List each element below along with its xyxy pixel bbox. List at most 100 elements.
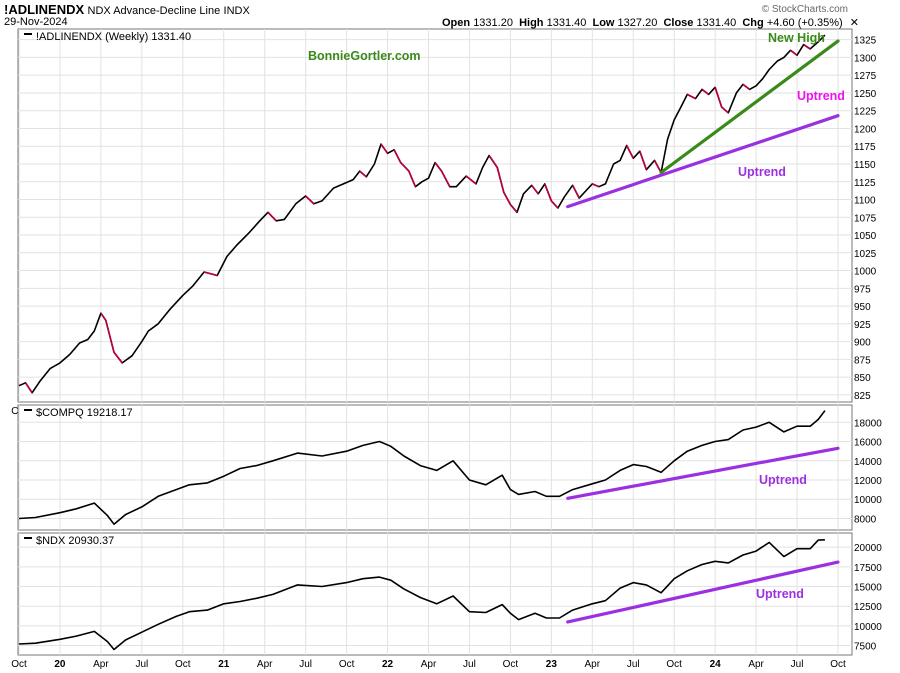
open-label: Open — [442, 17, 471, 29]
stockcharts-watermark: © StockCharts.com — [761, 4, 848, 15]
legend-swatch — [24, 409, 32, 411]
down-segment — [544, 183, 553, 202]
down-segment — [509, 203, 518, 213]
close-panel-icon[interactable]: ✕ — [849, 17, 859, 29]
down-segment — [105, 320, 115, 353]
y-tick-label: 875 — [854, 355, 871, 366]
down-segment — [742, 83, 751, 91]
symbol-description: NDX Advance-Decline Line — [87, 5, 221, 17]
annotation-uptrend: Uptrend — [759, 473, 807, 487]
y-tick-label: 1125 — [854, 178, 876, 189]
down-segment — [550, 200, 559, 209]
low-value: 1327.20 — [617, 17, 658, 29]
open-value: 1331.20 — [473, 17, 513, 29]
y-tick-label: 1050 — [854, 231, 877, 242]
y-tick-label: 1175 — [854, 142, 876, 153]
down-segment — [790, 49, 798, 56]
x-tick-label: Oct — [666, 659, 682, 670]
panel-frame-top — [17, 28, 853, 403]
down-segment — [113, 351, 123, 364]
y-tick-label: 7500 — [854, 642, 877, 653]
y-tick-label: 10000 — [854, 622, 882, 633]
high-label: High — [519, 17, 544, 29]
y-tick-label: 12000 — [854, 476, 882, 487]
x-tick-label: Oct — [11, 659, 27, 670]
down-segment — [408, 170, 417, 188]
down-segment — [434, 162, 443, 172]
panel-legend: $COMPQ 19218.17 — [36, 407, 133, 419]
y-tick-label: 825 — [854, 391, 871, 402]
y-tick-label: 1100 — [854, 196, 876, 207]
down-segment — [714, 87, 723, 108]
y-tick-label: 17500 — [854, 563, 882, 574]
down-segment — [625, 145, 634, 159]
x-tick-label: Oct — [175, 659, 191, 670]
down-segment — [24, 382, 33, 394]
close-value: 1331.40 — [696, 17, 737, 29]
y-tick-label: 950 — [854, 302, 871, 313]
price-line-bottom — [18, 539, 825, 651]
panel-frame-middle — [17, 404, 853, 531]
y-tick-label: 12500 — [854, 602, 882, 613]
x-tick-label: Oct — [339, 659, 355, 670]
down-segment — [488, 155, 498, 168]
y-tick-label: 8000 — [854, 514, 877, 525]
annotation-uptrend: Uptrend — [756, 587, 804, 601]
down-segment — [393, 149, 402, 163]
down-segment — [465, 175, 477, 185]
y-tick-label: 20000 — [854, 543, 882, 554]
y-tick-label: 1325 — [854, 36, 877, 47]
price-line-middle — [18, 410, 826, 525]
y-tick-label: 975 — [854, 284, 871, 295]
down-segment — [267, 211, 277, 222]
site-credit: BonnieGortler.com — [308, 49, 421, 63]
down-segment — [721, 106, 729, 114]
down-segment — [359, 170, 367, 178]
x-tick-label: Apr — [421, 659, 437, 670]
annotation-uptrend: Uptrend — [738, 165, 786, 179]
down-segment — [591, 183, 600, 188]
down-segment — [803, 43, 811, 50]
y-tick-label: 18000 — [854, 418, 882, 429]
x-tick-label: 20 — [54, 659, 66, 670]
down-segment — [496, 167, 505, 193]
y-tick-label: 1075 — [854, 213, 877, 224]
x-tick-label: Jul — [299, 659, 312, 670]
down-segment — [440, 170, 451, 188]
y-tick-label: 900 — [854, 338, 871, 349]
x-tick-label: 24 — [710, 659, 722, 670]
symbol-label: !ADLINENDX — [4, 2, 85, 17]
down-segment — [639, 150, 648, 170]
x-tick-label: Jul — [791, 659, 804, 670]
y-tick-label: 925 — [854, 320, 871, 331]
x-tick-label: 21 — [218, 659, 230, 670]
chart-date: 29-Nov-2024 — [4, 16, 68, 28]
down-segment — [653, 160, 662, 173]
down-segment — [701, 88, 710, 96]
y-tick-label: 1200 — [854, 124, 877, 135]
x-tick-label: Jul — [463, 659, 476, 670]
trendline-new-high-green — [659, 39, 840, 175]
y-tick-label: 16000 — [854, 438, 882, 449]
x-tick-label: 22 — [382, 659, 394, 670]
annotation-uptrend: Uptrend — [797, 89, 845, 103]
panel-frame-bottom — [17, 532, 853, 656]
down-segment — [686, 93, 696, 100]
ohlc-readout: Open 1331.20 High 1331.40 Low 1327.20 Cl… — [442, 16, 859, 29]
annotation-new-high: New High — [768, 31, 825, 45]
x-tick-label: 23 — [546, 659, 558, 670]
close-label: Close — [663, 17, 694, 29]
chg-label: Chg — [742, 17, 764, 29]
x-tick-label: Apr — [748, 659, 764, 670]
x-tick-label: Apr — [257, 659, 273, 670]
x-tick-label: Apr — [585, 659, 601, 670]
x-tick-label: Jul — [135, 659, 148, 670]
legend-swatch — [24, 33, 32, 35]
y-tick-label: 15000 — [854, 583, 882, 594]
panel-legend: $NDX 20930.37 — [36, 535, 114, 547]
panel-legend: !ADLINENDX (Weekly) 1331.40 — [36, 31, 191, 43]
trendline-uptrend-purple — [566, 114, 840, 209]
low-label: Low — [592, 17, 615, 29]
down-segment — [531, 184, 539, 195]
